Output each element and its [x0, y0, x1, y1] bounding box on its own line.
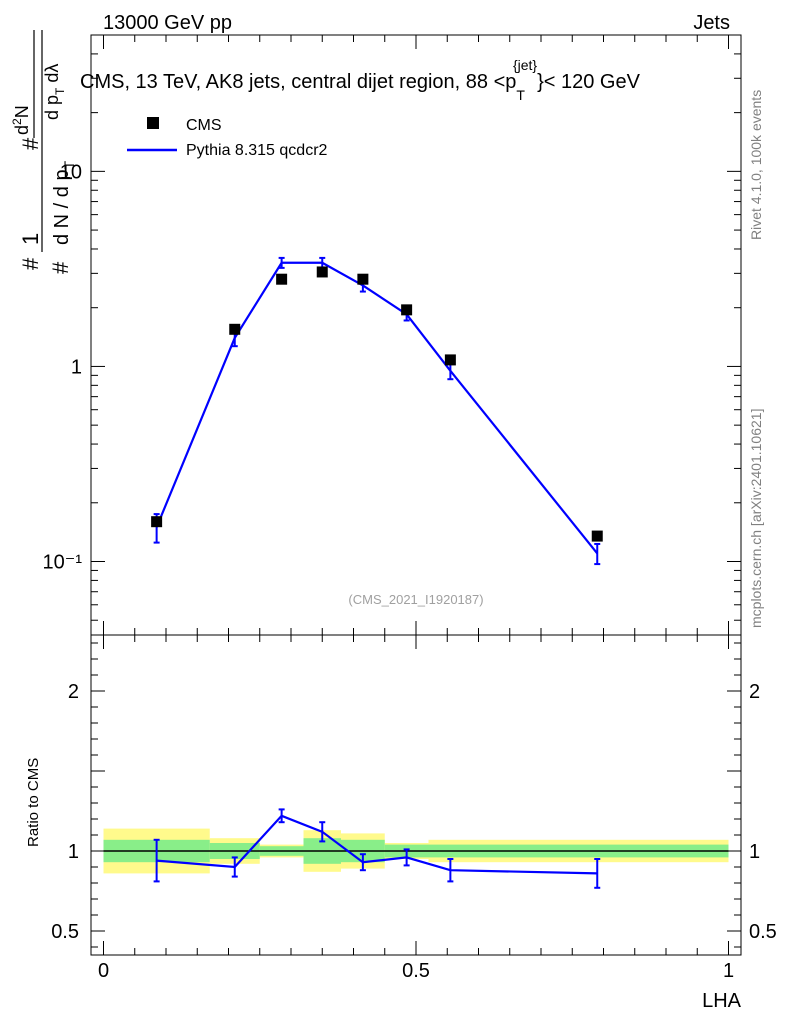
plot-title: CMS, 13 TeV, AK8 jets, central dijet reg… [80, 57, 641, 103]
axis-ticks [91, 34, 741, 955]
x-axis-label: LHA [702, 990, 742, 1012]
data-point [316, 266, 328, 278]
data-point [357, 273, 369, 285]
ratio-series-line [156, 814, 598, 875]
ratio-y-tick-label: 0.5 [51, 921, 79, 943]
header-left: 13000 GeV pp [103, 12, 232, 34]
ratio-y-tick-label-right: 1 [749, 841, 760, 863]
main-y-tick-label: 10⁻¹ [43, 552, 83, 574]
data-point [401, 304, 413, 316]
legend-mc-label: Pythia 8.315 qcdcr2 [186, 142, 328, 159]
y-axis-label: # 1 d N / d pT # d2N d pT dλ # [10, 30, 77, 274]
ratio-y-tick-label-right: 0.5 [749, 921, 777, 943]
data-point [151, 516, 163, 528]
ratio-x-tick-label: 1 [723, 960, 734, 982]
main-series [151, 256, 603, 566]
rivet-version-label: Rivet 4.1.0, 100k events [748, 89, 764, 240]
svg-text:d N / d pT: d N / d pT [51, 160, 77, 245]
data-point [444, 354, 456, 366]
ratio-y-tick-label-right: 2 [749, 681, 760, 703]
data-point [229, 323, 241, 335]
analysis-watermark: (CMS_2021_I1920187) [348, 592, 483, 607]
header-right: Jets [693, 12, 730, 34]
svg-text:#: # [18, 257, 43, 270]
data-point [591, 530, 603, 542]
ratio-x-tick-label: 0.5 [402, 960, 430, 982]
mcplots-source-label: mcplots.cern.ch [arXiv:2401.10621] [748, 408, 764, 628]
svg-text:#: # [18, 137, 43, 150]
ratio-y-tick-label: 2 [68, 681, 79, 703]
data-point [276, 273, 288, 285]
ratio-x-tick-label: 0 [98, 960, 109, 982]
legend-data-marker [147, 117, 159, 129]
legend-data-label: CMS [186, 117, 222, 134]
svg-text:1: 1 [18, 233, 43, 245]
main-y-tick-label: 10 [60, 161, 82, 183]
ratio-panel-frame [90, 634, 742, 956]
svg-text:d2N: d2N [10, 105, 32, 135]
tick-labels: 10 1 10⁻¹ 0 0.5 1 0.5 0.5 1 1 2 2 [43, 161, 777, 982]
ratio-uncertainty-bands [103, 828, 729, 874]
ratio-y-axis-label: Ratio to CMS [25, 758, 42, 847]
ratio-series [153, 808, 601, 889]
svg-text:d pT dλ: d pT dλ [42, 64, 67, 120]
svg-text:#: # [48, 261, 73, 274]
main-y-tick-label: 1 [71, 356, 82, 378]
ratio-y-tick-label: 1 [68, 841, 79, 863]
mc-series-line [155, 261, 599, 555]
